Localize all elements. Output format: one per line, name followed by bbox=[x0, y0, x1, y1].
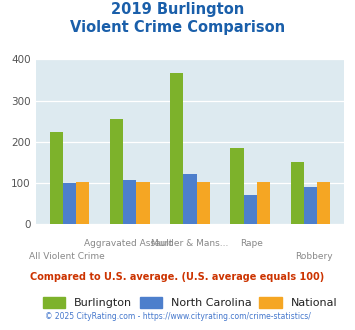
Bar bbox=[63, 183, 76, 224]
Bar bbox=[136, 182, 149, 224]
Text: Rape: Rape bbox=[240, 239, 263, 248]
Text: Murder & Mans...: Murder & Mans... bbox=[151, 239, 229, 248]
Bar bbox=[50, 132, 63, 224]
Bar bbox=[197, 182, 210, 224]
Text: All Violent Crime: All Violent Crime bbox=[28, 252, 104, 261]
Text: Aggravated Assault: Aggravated Assault bbox=[84, 239, 173, 248]
Text: Compared to U.S. average. (U.S. average equals 100): Compared to U.S. average. (U.S. average … bbox=[31, 272, 324, 282]
Bar bbox=[76, 182, 89, 224]
Bar bbox=[244, 195, 257, 224]
Bar bbox=[110, 119, 123, 224]
Bar bbox=[257, 182, 270, 224]
Bar bbox=[317, 182, 330, 224]
Text: © 2025 CityRating.com - https://www.cityrating.com/crime-statistics/: © 2025 CityRating.com - https://www.city… bbox=[45, 312, 310, 321]
Bar bbox=[230, 148, 244, 224]
Text: Violent Crime Comparison: Violent Crime Comparison bbox=[70, 20, 285, 35]
Bar bbox=[170, 73, 183, 224]
Text: Robbery: Robbery bbox=[295, 252, 332, 261]
Bar bbox=[290, 162, 304, 224]
Bar bbox=[304, 187, 317, 224]
Bar bbox=[183, 174, 197, 224]
Text: 2019 Burlington: 2019 Burlington bbox=[111, 2, 244, 16]
Legend: Burlington, North Carolina, National: Burlington, North Carolina, National bbox=[38, 293, 342, 313]
Bar bbox=[123, 180, 136, 224]
